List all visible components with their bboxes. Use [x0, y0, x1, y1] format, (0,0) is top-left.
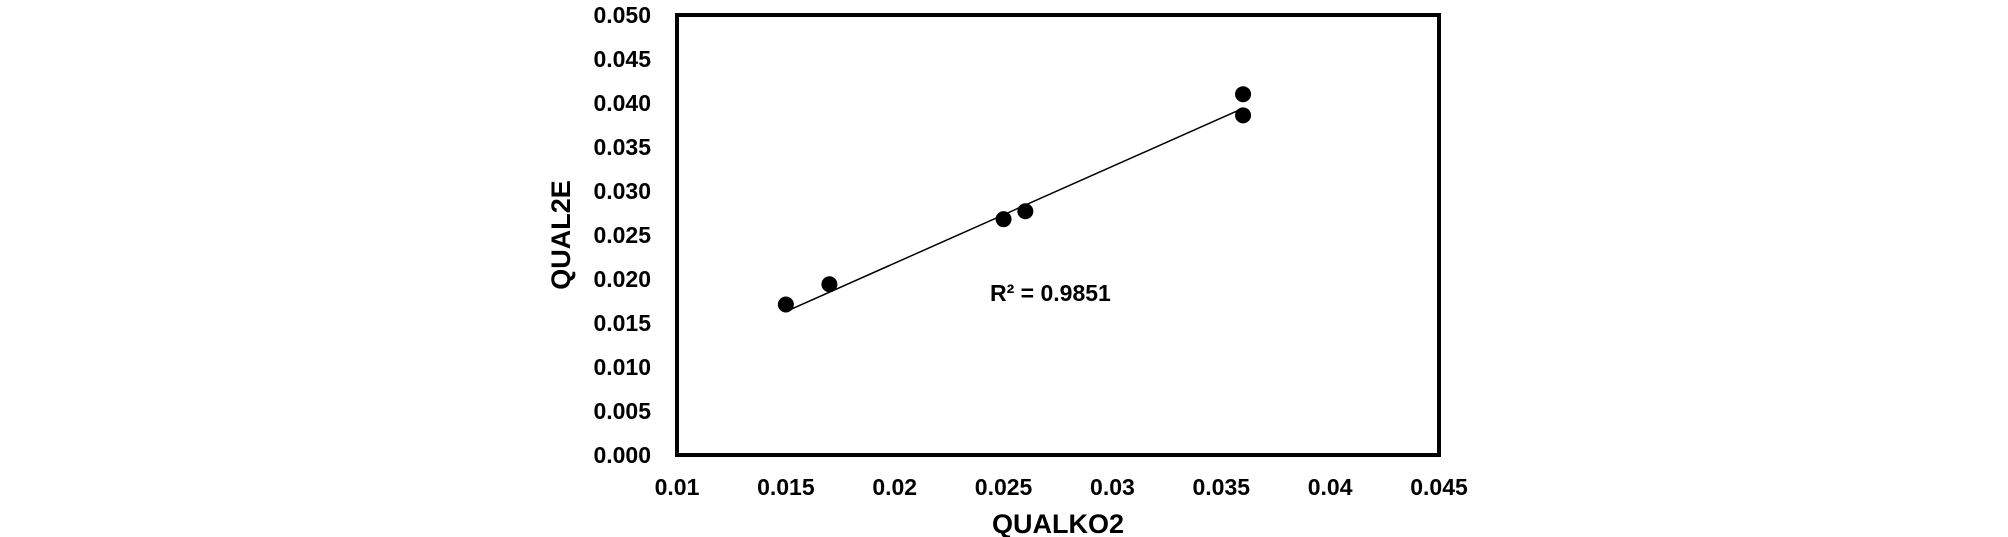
- x-axis-ticks: 0.01 0.015 0.02 0.025 0.03 0.035 0.04 0.045: [655, 474, 1468, 500]
- r-squared-annotation: R² = 0.9851: [990, 280, 1111, 306]
- y-tick-label: 0.050: [593, 2, 651, 28]
- y-axis-title: QUAL2E: [546, 180, 576, 290]
- data-point: [1017, 203, 1034, 220]
- x-tick-label: 0.03: [1090, 474, 1135, 500]
- y-tick-label: 0.030: [593, 178, 651, 204]
- y-tick-label: 0.035: [593, 134, 651, 160]
- x-tick-label: 0.025: [975, 474, 1033, 500]
- y-tick-label: 0.010: [593, 354, 651, 380]
- y-tick-label: 0.025: [593, 222, 651, 248]
- x-tick-label: 0.04: [1308, 474, 1353, 500]
- x-tick-label: 0.02: [872, 474, 917, 500]
- y-tick-label: 0.040: [593, 90, 651, 116]
- y-tick-label: 0.015: [593, 310, 651, 336]
- y-tick-label: 0.020: [593, 266, 651, 292]
- y-tick-label: 0.000: [593, 442, 651, 468]
- y-tick-label: 0.005: [593, 398, 651, 424]
- x-tick-label: 0.015: [757, 474, 815, 500]
- x-tick-label: 0.045: [1410, 474, 1468, 500]
- trendline: [785, 107, 1244, 313]
- data-point: [777, 296, 794, 313]
- data-point: [1235, 86, 1252, 103]
- data-point: [995, 211, 1012, 228]
- x-axis-title: QUALKO2: [992, 509, 1124, 537]
- data-point: [1235, 107, 1252, 124]
- data-point: [821, 276, 838, 293]
- y-tick-label: 0.045: [593, 46, 651, 72]
- x-tick-label: 0.01: [655, 474, 700, 500]
- data-points: [777, 86, 1252, 313]
- y-axis-ticks: 0.000 0.005 0.010 0.015 0.020 0.025 0.030 0.035…: [593, 2, 651, 468]
- plot-area-frame: [675, 13, 1441, 457]
- x-tick-label: 0.035: [1193, 474, 1251, 500]
